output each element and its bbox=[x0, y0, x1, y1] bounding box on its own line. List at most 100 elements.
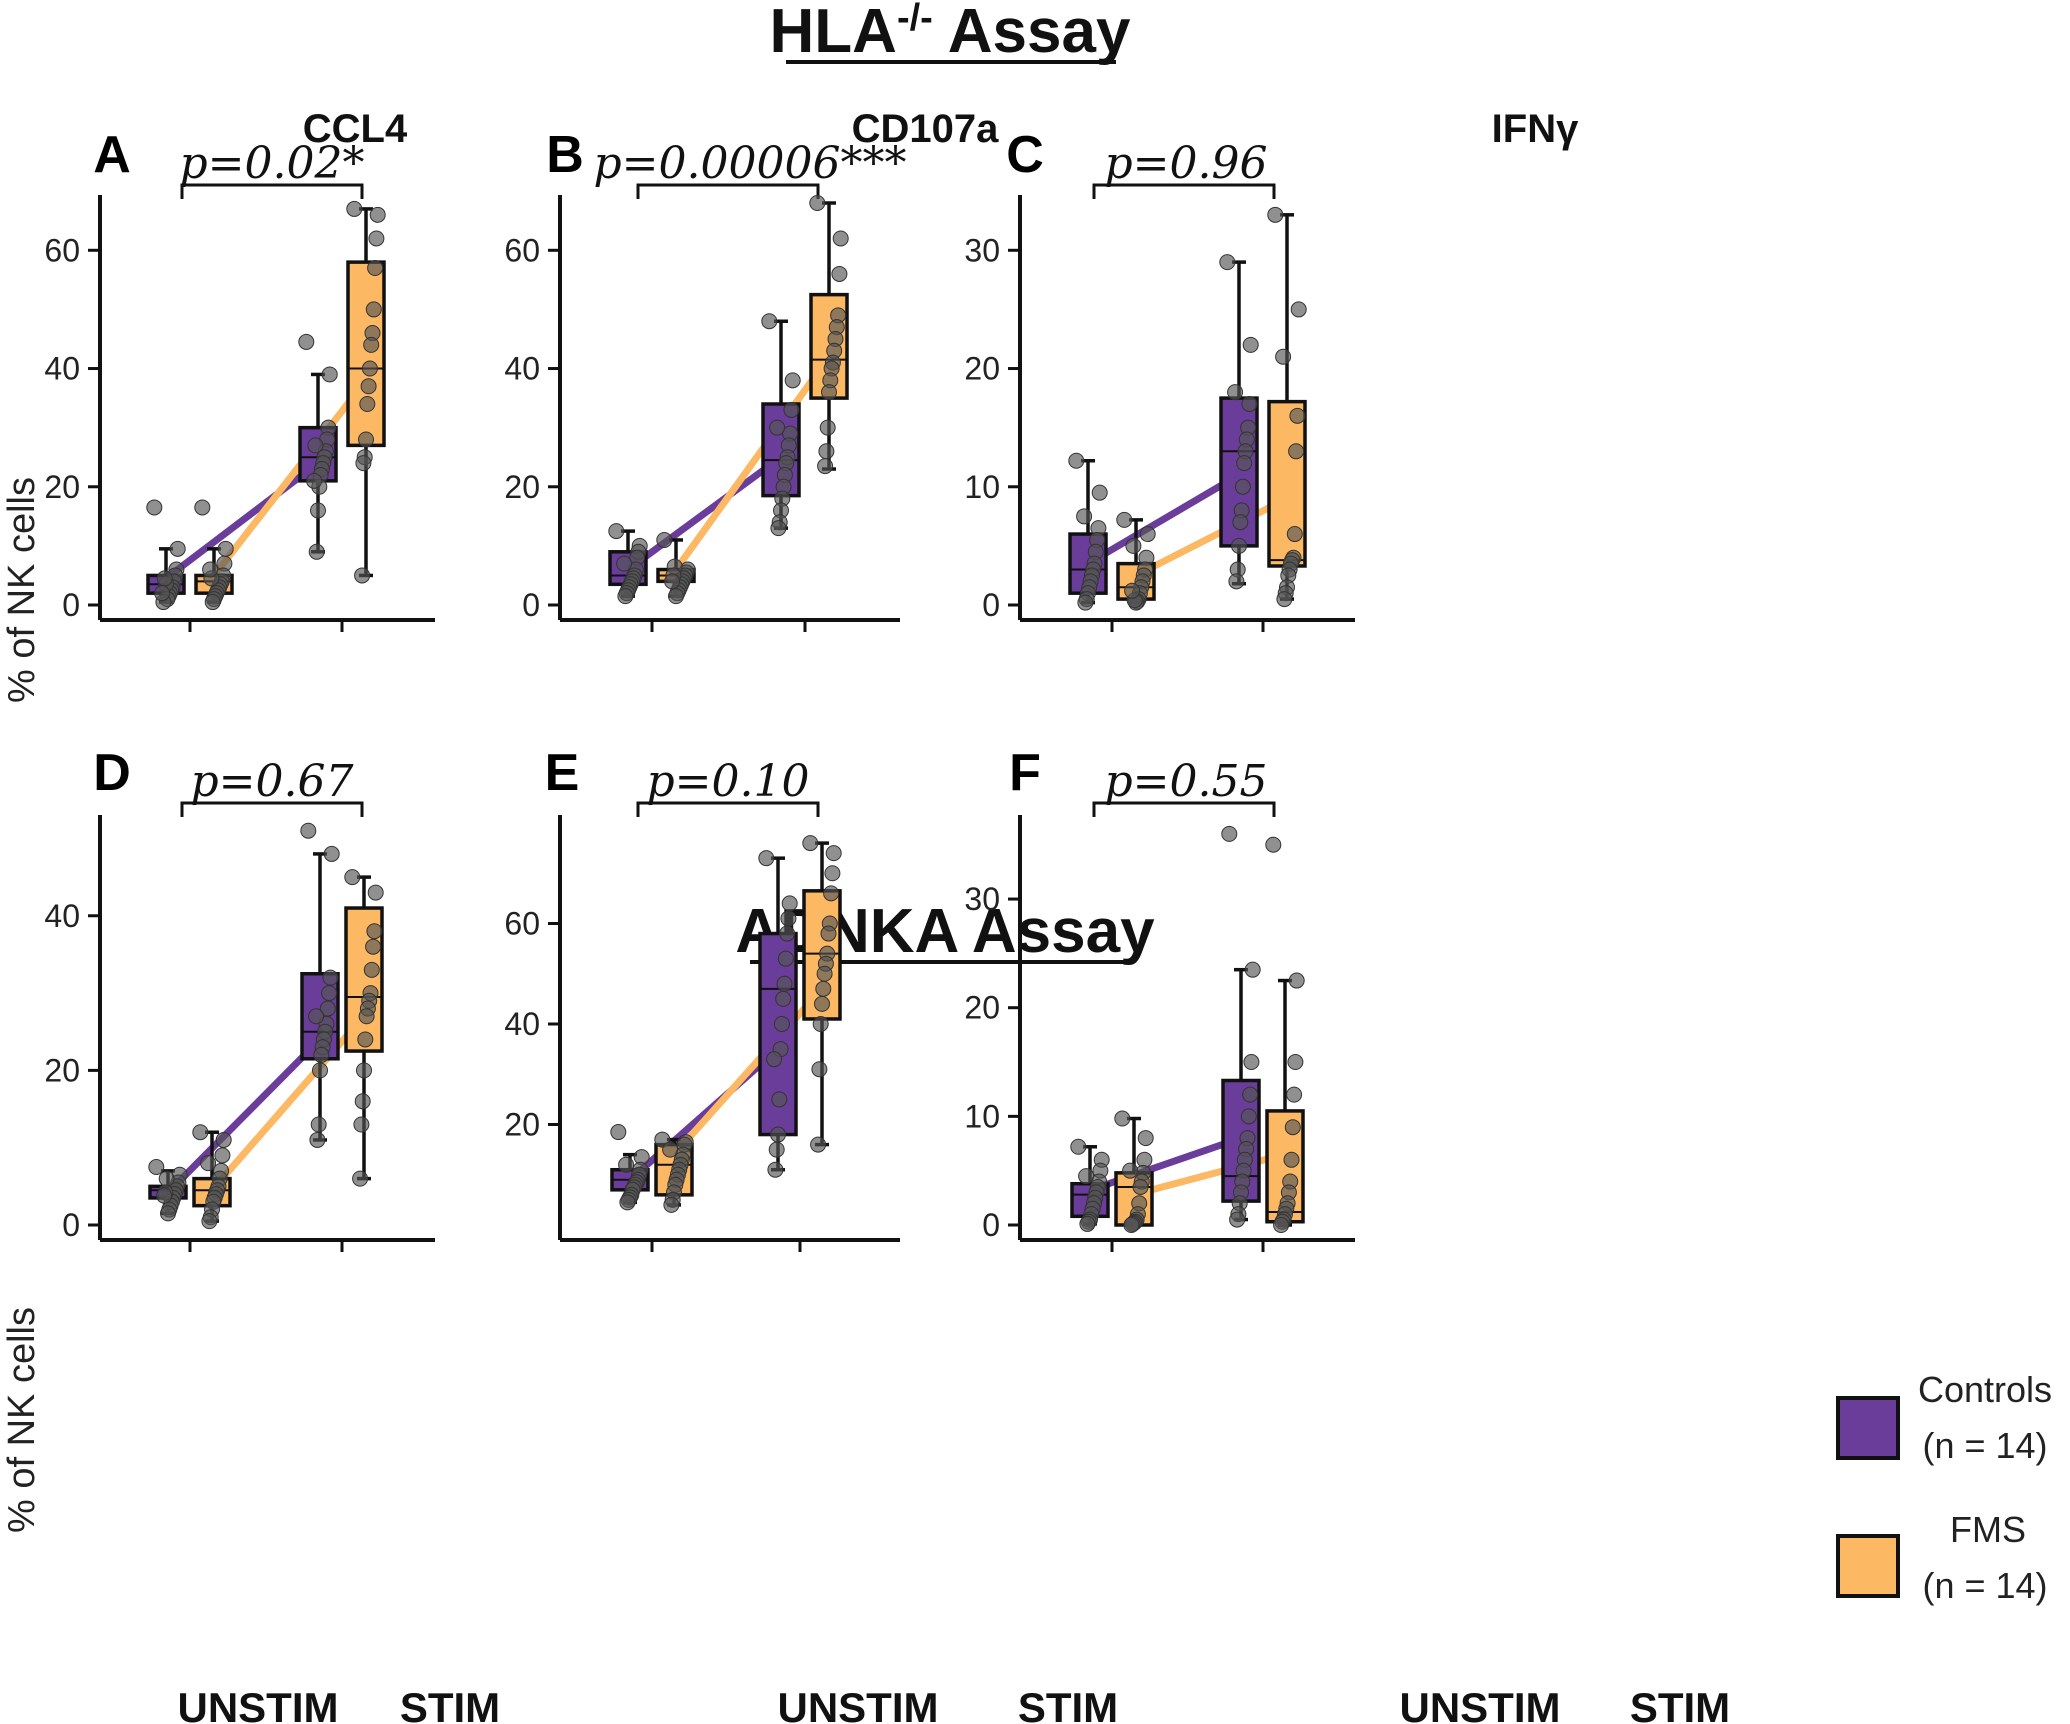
p-value: p=0.96 bbox=[1104, 138, 1267, 189]
data-point bbox=[817, 458, 834, 475]
p-value: p=0.55 bbox=[1104, 756, 1267, 807]
data-point bbox=[1288, 972, 1305, 989]
data-point bbox=[361, 360, 378, 377]
data-point bbox=[1243, 1054, 1260, 1071]
data-point bbox=[367, 260, 384, 277]
data-point bbox=[1273, 1217, 1290, 1233]
data-point bbox=[770, 520, 787, 537]
trend-line-fms bbox=[670, 985, 826, 1159]
data-point bbox=[832, 230, 849, 247]
data-point bbox=[758, 850, 775, 867]
data-point bbox=[663, 1196, 680, 1213]
data-point bbox=[773, 1016, 790, 1032]
data-point bbox=[812, 1016, 829, 1032]
legend: Controls (n = 14) FMS (n = 14) bbox=[1836, 1369, 2052, 1606]
data-point bbox=[365, 301, 382, 318]
data-point bbox=[821, 384, 837, 401]
data-point bbox=[777, 950, 794, 967]
y-tick-label: 60 bbox=[504, 906, 540, 942]
data-point bbox=[819, 419, 836, 436]
significance-bracket bbox=[636, 183, 820, 199]
data-point bbox=[1242, 1086, 1259, 1103]
significance-bracket bbox=[180, 801, 364, 817]
data-point bbox=[308, 1008, 325, 1025]
data-point bbox=[1078, 1168, 1095, 1185]
data-point bbox=[363, 336, 380, 353]
trend-line-fms bbox=[210, 376, 370, 579]
legend-fms-swatch bbox=[1836, 1534, 1900, 1598]
y-tick-label: 0 bbox=[62, 587, 80, 623]
data-point bbox=[1068, 452, 1085, 469]
data-point bbox=[156, 1187, 173, 1204]
data-point bbox=[1241, 396, 1258, 412]
data-point bbox=[809, 195, 826, 211]
data-point bbox=[357, 1031, 374, 1048]
p-value: p=0.10 bbox=[646, 756, 809, 807]
data-point bbox=[617, 588, 634, 605]
data-point bbox=[1079, 1215, 1096, 1232]
data-point bbox=[656, 531, 673, 548]
data-point bbox=[300, 822, 317, 839]
trend-line-fms bbox=[672, 353, 833, 574]
data-point bbox=[344, 869, 361, 886]
data-point bbox=[359, 396, 376, 412]
data-point bbox=[306, 472, 323, 489]
panel-letter: F bbox=[1009, 744, 1041, 802]
ylabel-bottom: % of NK cells bbox=[1, 1307, 43, 1533]
data-point bbox=[1227, 384, 1244, 401]
data-point bbox=[352, 1170, 369, 1187]
data-point bbox=[1290, 301, 1307, 318]
y-tick-label: 20 bbox=[44, 469, 80, 505]
data-point bbox=[824, 865, 841, 882]
data-point bbox=[358, 431, 374, 448]
data-point bbox=[202, 561, 219, 578]
xcat-unstim-d: UNSTIM bbox=[178, 1684, 339, 1724]
data-point bbox=[776, 975, 793, 992]
data-point bbox=[768, 1141, 785, 1158]
hla-title-tail: Assay bbox=[933, 0, 1131, 66]
data-point bbox=[353, 1116, 370, 1133]
data-point bbox=[310, 1116, 327, 1133]
data-point bbox=[810, 1136, 827, 1153]
trend-line-controls bbox=[626, 1045, 782, 1184]
data-point bbox=[1240, 1108, 1257, 1125]
data-point bbox=[360, 378, 377, 395]
data-point bbox=[356, 1062, 372, 1079]
panel-d: 0 20 40 D p=0.67 bbox=[44, 744, 435, 1252]
data-point bbox=[783, 401, 800, 418]
p-value: p=0.67 bbox=[190, 756, 353, 807]
data-point bbox=[820, 925, 837, 942]
data-point bbox=[309, 1131, 326, 1148]
data-point bbox=[1267, 206, 1284, 223]
data-point bbox=[215, 1131, 232, 1148]
p-value: p=0.02* bbox=[179, 138, 364, 189]
data-point bbox=[818, 443, 835, 460]
significance-bracket bbox=[1092, 183, 1276, 199]
data-point bbox=[366, 923, 383, 940]
data-point bbox=[169, 540, 186, 557]
data-point bbox=[780, 910, 797, 927]
significance-bracket bbox=[180, 183, 364, 199]
xcat-stim-f: STIM bbox=[1630, 1684, 1730, 1724]
data-point bbox=[1137, 1130, 1154, 1147]
y-tick-label: 60 bbox=[44, 232, 80, 268]
data-point bbox=[1076, 508, 1093, 525]
data-point bbox=[823, 885, 840, 902]
data-point bbox=[146, 499, 163, 516]
data-point bbox=[1125, 537, 1142, 554]
data-point bbox=[1284, 1119, 1301, 1136]
panels: 0 20 40 60 A p=0.02* 0 20 40 60 B p=0.00006*** 0 10 20… bbox=[44, 126, 1355, 1252]
data-point bbox=[781, 895, 798, 912]
data-point bbox=[769, 419, 786, 436]
data-point bbox=[313, 1046, 330, 1063]
data-point bbox=[770, 1126, 786, 1143]
data-point bbox=[779, 925, 796, 942]
y-tick-label: 20 bbox=[504, 469, 540, 505]
data-point bbox=[1228, 573, 1245, 590]
data-point bbox=[204, 594, 221, 611]
data-point bbox=[298, 333, 315, 350]
hla-assay-title: HLA-/- Assay bbox=[770, 0, 1131, 66]
data-point bbox=[158, 1170, 175, 1187]
legend-controls-n: (n = 14) bbox=[1922, 1425, 2047, 1466]
